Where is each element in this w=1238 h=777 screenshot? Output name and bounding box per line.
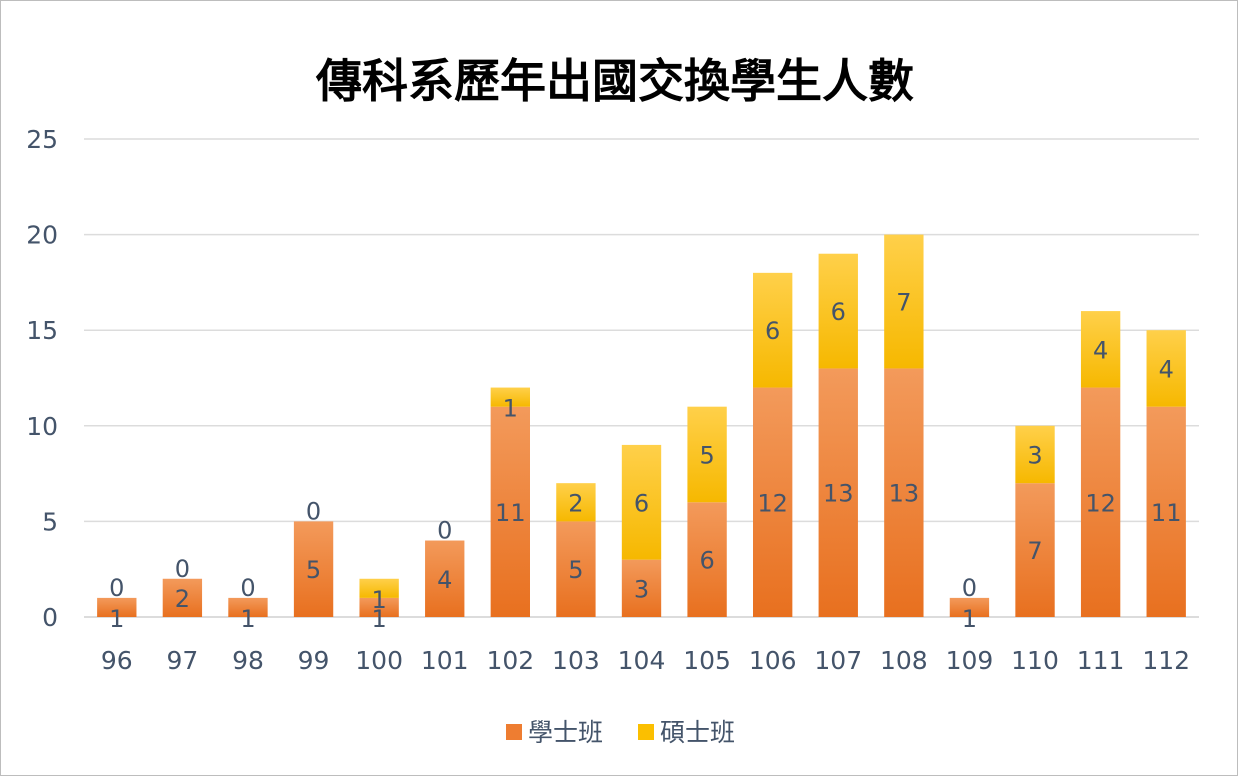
data-label: 3: [1027, 441, 1042, 469]
x-tick-label: 111: [1077, 646, 1125, 675]
data-label: 12: [757, 489, 788, 517]
bar-segment-bachelor: [359, 597, 399, 617]
y-tick-label: 10: [26, 412, 58, 441]
data-label: 6: [634, 489, 649, 517]
legend: 學士班 碩士班: [506, 718, 735, 747]
legend-label: 學士班: [528, 718, 603, 747]
bar-segment-bachelor: [228, 597, 268, 617]
data-label: 1: [372, 605, 387, 633]
data-label: 1: [503, 395, 518, 423]
x-tick-label: 97: [166, 646, 198, 675]
legend-swatch: [638, 724, 654, 740]
bar-segment-master: [753, 272, 793, 388]
y-tick-label: 0: [42, 603, 58, 632]
data-label: 7: [1027, 537, 1042, 565]
bar-segment-bachelor: [293, 521, 334, 617]
data-label: 1: [240, 605, 255, 633]
bar-segment-master: [884, 234, 924, 369]
data-label: 13: [823, 480, 854, 508]
data-label: 6: [831, 298, 846, 326]
x-tick-label: 109: [946, 646, 994, 675]
bar-segment-master: [556, 483, 596, 522]
bar-segment-bachelor: [1080, 387, 1121, 617]
data-label: 1: [109, 605, 124, 633]
data-label: 6: [765, 317, 780, 345]
bar-segment-master: [1015, 425, 1055, 484]
bar-segment-master: [1080, 311, 1121, 388]
x-tick-label: 112: [1142, 646, 1190, 675]
bar-segment-master: [1146, 330, 1186, 407]
data-label: 2: [568, 489, 583, 517]
data-label: 1: [372, 586, 387, 614]
bar-segment-bachelor: [1146, 406, 1186, 617]
bar-segment-bachelor: [884, 368, 924, 617]
data-label: 0: [306, 497, 321, 525]
x-tick-label: 102: [486, 646, 534, 675]
data-label: 4: [1159, 355, 1174, 383]
x-tick-label: 110: [1011, 646, 1059, 675]
legend-swatch: [506, 724, 522, 740]
data-label: 0: [109, 574, 124, 602]
bar-segment-bachelor: [425, 540, 465, 617]
bar-segment-bachelor: [556, 521, 596, 617]
y-tick-label: 15: [26, 316, 58, 345]
bar-segment-bachelor: [949, 597, 990, 617]
bar-segment-master: [490, 387, 530, 407]
x-tick-label: 99: [298, 646, 330, 675]
gridlines: [84, 138, 1199, 618]
bar-segment-master: [818, 253, 858, 369]
x-tick-label: 96: [101, 646, 133, 675]
data-label: 5: [306, 556, 321, 584]
y-tick-label: 25: [26, 125, 58, 154]
bar-segment-bachelor: [162, 578, 203, 617]
data-label: 12: [1085, 489, 1116, 517]
data-label: 11: [495, 499, 526, 527]
x-axis-ticks: 96 97 98 99 100 101 102 103 104 105 106 107 108 109 11…: [101, 646, 1190, 675]
data-label: 5: [699, 441, 714, 469]
x-tick-label: 106: [749, 646, 797, 675]
bar-segment-bachelor: [621, 559, 662, 617]
data-label: 11: [1151, 499, 1182, 527]
x-tick-label: 104: [618, 646, 666, 675]
data-label: 1: [962, 605, 977, 633]
x-tick-label: 108: [880, 646, 928, 675]
data-label: 4: [1093, 336, 1108, 364]
bar-segment-master: [621, 444, 662, 560]
data-label: 13: [889, 480, 920, 508]
y-tick-label: 20: [26, 221, 58, 250]
data-label: 6: [699, 547, 714, 575]
data-label: 5: [568, 556, 583, 584]
chart-title: 傳科系歷年出國交換學生人數: [315, 54, 914, 108]
x-tick-label: 103: [552, 646, 600, 675]
bar-segment-bachelor: [1015, 483, 1055, 617]
x-tick-label: 107: [814, 646, 862, 675]
y-axis-ticks: 0 5 10 15 20 25: [26, 125, 58, 632]
data-label: 0: [437, 517, 452, 545]
data-label: 0: [240, 574, 255, 602]
bar-segment-master: [359, 578, 399, 598]
legend-label: 碩士班: [660, 718, 735, 747]
data-label: 4: [437, 566, 452, 594]
bar-segment-bachelor: [753, 387, 793, 617]
data-label: 0: [175, 555, 190, 583]
x-tick-label: 105: [683, 646, 731, 675]
data-label: 2: [175, 585, 190, 613]
bar-segment-bachelor: [687, 502, 727, 617]
data-label: 0: [962, 574, 977, 602]
bar-segment-bachelor: [490, 406, 530, 617]
bar-segment-master: [687, 406, 727, 503]
bar-segment-bachelor: [97, 597, 137, 617]
y-tick-label: 5: [42, 507, 58, 536]
x-tick-label: 101: [421, 646, 469, 675]
x-tick-label: 98: [232, 646, 264, 675]
data-label: 3: [634, 575, 649, 603]
x-tick-label: 100: [355, 646, 403, 675]
data-label: 7: [896, 289, 911, 317]
bar-segment-bachelor: [818, 368, 858, 617]
